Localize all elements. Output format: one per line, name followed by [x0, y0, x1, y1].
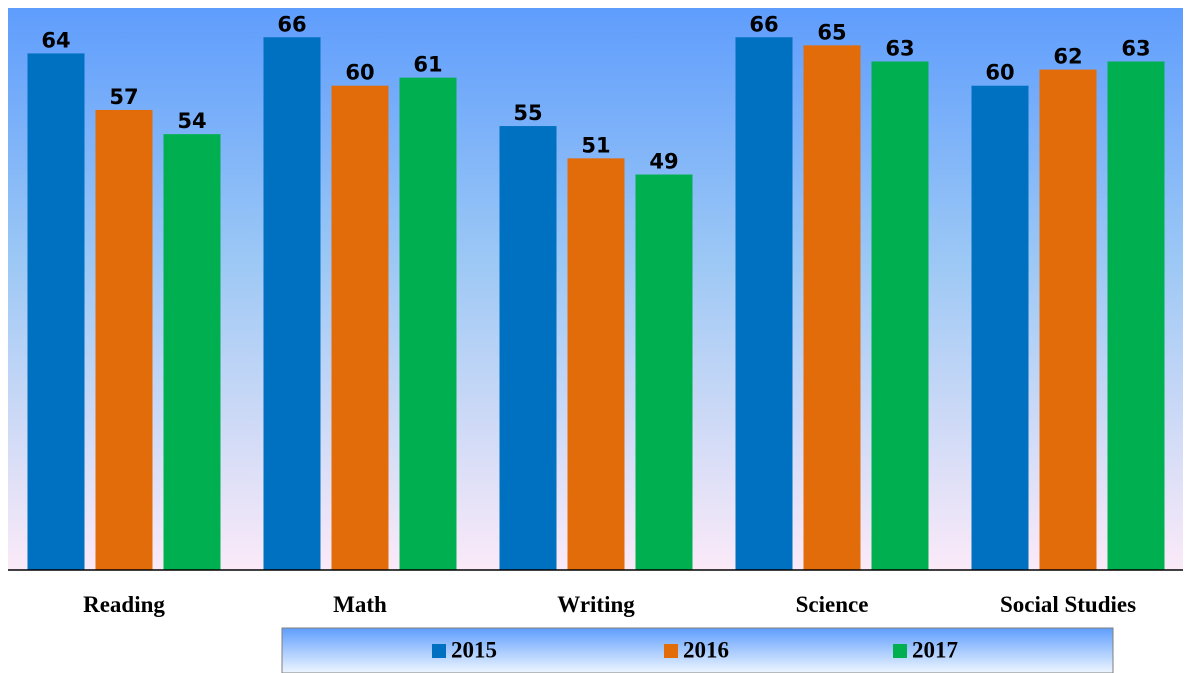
legend-box: [281, 627, 1114, 673]
bar: [263, 37, 321, 571]
bar: [27, 53, 85, 570]
value-label: 66: [749, 12, 778, 36]
x-tick-label: Math: [333, 592, 387, 617]
value-label: 62: [1053, 45, 1082, 69]
value-label: 61: [413, 53, 442, 77]
bar: [331, 85, 389, 570]
bar: [567, 158, 625, 570]
legend-label: 2016: [683, 637, 729, 662]
bar: [1107, 61, 1165, 570]
value-label: 60: [345, 61, 374, 85]
bar: [399, 77, 457, 571]
legend-swatch: [893, 644, 907, 658]
bar: [735, 37, 793, 571]
marks: [27, 37, 1165, 571]
value-label: 54: [177, 109, 206, 133]
x-tick-label: Reading: [83, 592, 165, 617]
x-tick-label: Science: [796, 592, 869, 617]
value-label: 51: [581, 133, 610, 157]
value-label: 65: [817, 20, 846, 44]
bar: [499, 126, 557, 571]
legend-label: 2017: [912, 637, 958, 662]
bar: [95, 109, 153, 570]
bar: [163, 134, 221, 570]
value-label: 63: [1121, 37, 1150, 61]
value-label: 55: [513, 101, 542, 125]
value-label: 49: [649, 150, 678, 174]
value-label: 57: [109, 85, 138, 109]
bar: [803, 45, 861, 571]
legend-swatch: [664, 644, 678, 658]
legend-swatch: [432, 644, 446, 658]
value-label: 64: [41, 28, 70, 52]
x-tick-label: Social Studies: [1000, 592, 1136, 617]
x-tick-label: Writing: [557, 592, 635, 617]
value-label: 66: [277, 12, 306, 36]
legend-label: 2015: [451, 637, 497, 662]
bar: [1039, 69, 1097, 571]
value-label: 63: [885, 37, 914, 61]
bar: [871, 61, 929, 570]
bar: [971, 85, 1029, 570]
value-label: 60: [985, 61, 1014, 85]
bar: [635, 174, 693, 570]
